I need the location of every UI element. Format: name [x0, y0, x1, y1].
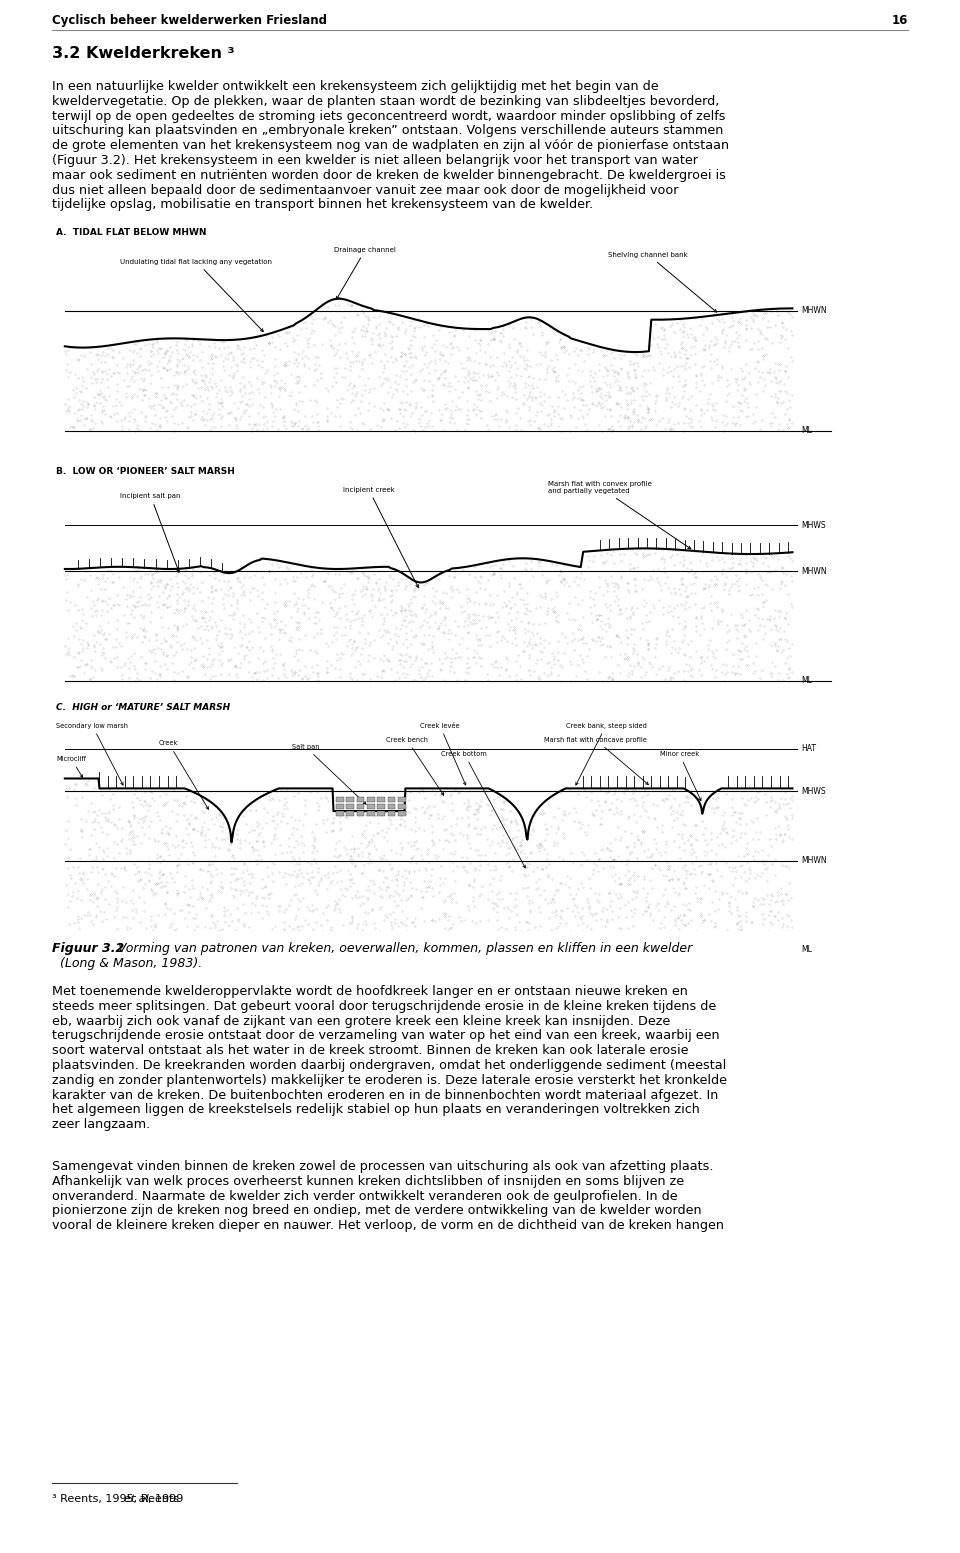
Bar	[367, 811, 374, 815]
Bar	[336, 811, 344, 815]
Text: Creek bottom: Creek bottom	[442, 752, 525, 868]
Bar	[397, 797, 405, 801]
Bar	[347, 797, 354, 801]
Text: Creek bank, steep sided: Creek bank, steep sided	[565, 722, 646, 786]
Bar	[347, 804, 354, 809]
Text: MHWS: MHWS	[801, 520, 826, 530]
Text: vooral de kleinere kreken dieper en nauwer. Het verloop, de vorm en de dichtheid: vooral de kleinere kreken dieper en nauw…	[52, 1219, 724, 1232]
Text: , 1999: , 1999	[148, 1494, 183, 1503]
Text: Salt pan: Salt pan	[292, 744, 366, 804]
Bar	[357, 804, 365, 809]
Text: Creek bench: Creek bench	[386, 736, 444, 795]
Text: 16: 16	[892, 14, 908, 26]
Text: ML: ML	[801, 676, 812, 685]
Bar	[357, 797, 365, 801]
Text: MHWS: MHWS	[801, 787, 826, 795]
Text: Incipient salt pan: Incipient salt pan	[121, 494, 181, 572]
Text: Secondary low marsh: Secondary low marsh	[57, 722, 129, 786]
Text: Samengevat vinden binnen de kreken zowel de processen van uitschuring als ook va: Samengevat vinden binnen de kreken zowel…	[52, 1160, 713, 1173]
Bar	[377, 811, 385, 815]
Text: steeds meer splitsingen. Dat gebeurt vooral door terugschrijdende erosie in de k: steeds meer splitsingen. Dat gebeurt voo…	[52, 1000, 716, 1013]
Bar	[367, 804, 374, 809]
Text: Creek levée: Creek levée	[420, 722, 466, 784]
Text: maar ook sediment en nutriënten worden door de kreken de kwelder binnengebracht.: maar ook sediment en nutriënten worden d…	[52, 169, 726, 182]
Text: In een natuurlijke kwelder ontwikkelt een krekensysteem zich gelijktijdig met he: In een natuurlijke kwelder ontwikkelt ee…	[52, 81, 659, 93]
Text: Incipient creek: Incipient creek	[343, 486, 419, 587]
Text: ML: ML	[801, 427, 812, 435]
Text: onveranderd. Naarmate de kwelder zich verder ontwikkelt veranderen ook de geulpr: onveranderd. Naarmate de kwelder zich ve…	[52, 1190, 678, 1202]
Text: Creek: Creek	[159, 741, 208, 809]
Text: Cyclisch beheer kwelderwerken Friesland: Cyclisch beheer kwelderwerken Friesland	[52, 14, 327, 26]
Text: karakter van de kreken. De buitenbochten eroderen en in de binnenbochten wordt m: karakter van de kreken. De buitenbochten…	[52, 1089, 718, 1101]
Bar	[336, 804, 344, 809]
Text: Undulating tidal flat lacking any vegetation: Undulating tidal flat lacking any vegeta…	[121, 259, 273, 332]
Text: MHWN: MHWN	[801, 567, 827, 576]
Text: Minor creek: Minor creek	[660, 752, 701, 801]
Text: 3.2 Kwelderkreken ³: 3.2 Kwelderkreken ³	[52, 47, 234, 61]
Bar	[357, 811, 365, 815]
Text: eb, waarbij zich ook vanaf de zijkant van een grotere kreek een kleine kreek kan: eb, waarbij zich ook vanaf de zijkant va…	[52, 1014, 670, 1028]
Text: MHWN: MHWN	[801, 306, 827, 315]
Text: ML: ML	[801, 944, 812, 954]
Text: HAT: HAT	[801, 744, 816, 753]
Text: zandig en zonder plantenwortels) makkelijker te eroderen is. Deze laterale erosi: zandig en zonder plantenwortels) makkeli…	[52, 1073, 727, 1087]
Bar	[397, 804, 405, 809]
Bar	[336, 797, 344, 801]
Text: terugschrijdende erosie ontstaat door de verzameling van water op het eind van e: terugschrijdende erosie ontstaat door de…	[52, 1030, 720, 1042]
Bar	[397, 811, 405, 815]
Text: Marsh flat with convex profile
and partially vegetated: Marsh flat with convex profile and parti…	[548, 481, 691, 548]
Bar	[377, 804, 385, 809]
Text: Figuur 3.2: Figuur 3.2	[52, 943, 124, 955]
Text: Afhankelijk van welk proces overheerst kunnen kreken dichtslibben of insnijden e: Afhankelijk van welk proces overheerst k…	[52, 1174, 684, 1188]
Text: terwijl op de open gedeeltes de stroming iets geconcentreerd wordt, waardoor min: terwijl op de open gedeeltes de stroming…	[52, 110, 726, 123]
Bar	[367, 797, 374, 801]
Text: Marsh flat with concave profile: Marsh flat with concave profile	[544, 736, 648, 784]
Text: dus niet alleen bepaald door de sedimentaanvoer vanuit zee maar ook door de moge: dus niet alleen bepaald door de sediment…	[52, 183, 679, 197]
Text: tijdelijke opslag, mobilisatie en transport binnen het krekensysteem van de kwel: tijdelijke opslag, mobilisatie en transp…	[52, 199, 593, 211]
Text: de grote elementen van het krekensysteem nog van de wadplaten en zijn al vóór de: de grote elementen van het krekensysteem…	[52, 140, 730, 152]
Bar	[388, 804, 396, 809]
Text: plaatsvinden. De kreekranden worden daarbij ondergraven, omdat het onderliggende: plaatsvinden. De kreekranden worden daar…	[52, 1059, 727, 1072]
Text: MHWN: MHWN	[801, 856, 827, 865]
Text: (Figuur 3.2). Het krekensysteem in een kwelder is niet alleen belangrijk voor he: (Figuur 3.2). Het krekensysteem in een k…	[52, 154, 698, 168]
Bar	[377, 797, 385, 801]
Bar	[347, 811, 354, 815]
Text: A.  TIDAL FLAT BELOW MHWN: A. TIDAL FLAT BELOW MHWN	[57, 228, 206, 236]
Text: het algemeen liggen de kreekstelsels redelijk stabiel op hun plaats en veranderi: het algemeen liggen de kreekstelsels red…	[52, 1103, 700, 1117]
Text: B.  LOW OR ‘PIONEER’ SALT MARSH: B. LOW OR ‘PIONEER’ SALT MARSH	[57, 467, 235, 475]
Bar	[388, 797, 396, 801]
Text: (Long & Mason, 1983).: (Long & Mason, 1983).	[52, 957, 203, 971]
Text: Microcliff: Microcliff	[57, 756, 86, 778]
Text: Shelving channel bank: Shelving channel bank	[609, 252, 717, 312]
Bar	[388, 811, 396, 815]
Text: Met toenemende kwelderoppervlakte wordt de hoofdkreek langer en er ontstaan nieu: Met toenemende kwelderoppervlakte wordt …	[52, 985, 688, 999]
Text: kweldervegetatie. Op de plekken, waar de planten staan wordt de bezinking van sl: kweldervegetatie. Op de plekken, waar de…	[52, 95, 719, 107]
Text: et al.: et al.	[124, 1494, 153, 1503]
Text: ³ Reents, 1995; Reents: ³ Reents, 1995; Reents	[52, 1494, 182, 1503]
Text: Vorming van patronen van kreken, oeverwallen, kommen, plassen en kliffen in een : Vorming van patronen van kreken, oeverwa…	[110, 943, 692, 955]
Text: C.  HIGH or ‘MATURE’ SALT MARSH: C. HIGH or ‘MATURE’ SALT MARSH	[57, 704, 230, 713]
Text: uitschuring kan plaatsvinden en „embryonale kreken” ontstaan. Volgens verschille: uitschuring kan plaatsvinden en „embryon…	[52, 124, 724, 137]
Text: Drainage channel: Drainage channel	[334, 247, 396, 300]
Text: pionierzone zijn de kreken nog breed en ondiep, met de verdere ontwikkeling van : pionierzone zijn de kreken nog breed en …	[52, 1205, 702, 1218]
Text: soort waterval ontstaat als het water in de kreek stroomt. Binnen de kreken kan : soort waterval ontstaat als het water in…	[52, 1044, 688, 1058]
Text: zeer langzaam.: zeer langzaam.	[52, 1118, 151, 1131]
